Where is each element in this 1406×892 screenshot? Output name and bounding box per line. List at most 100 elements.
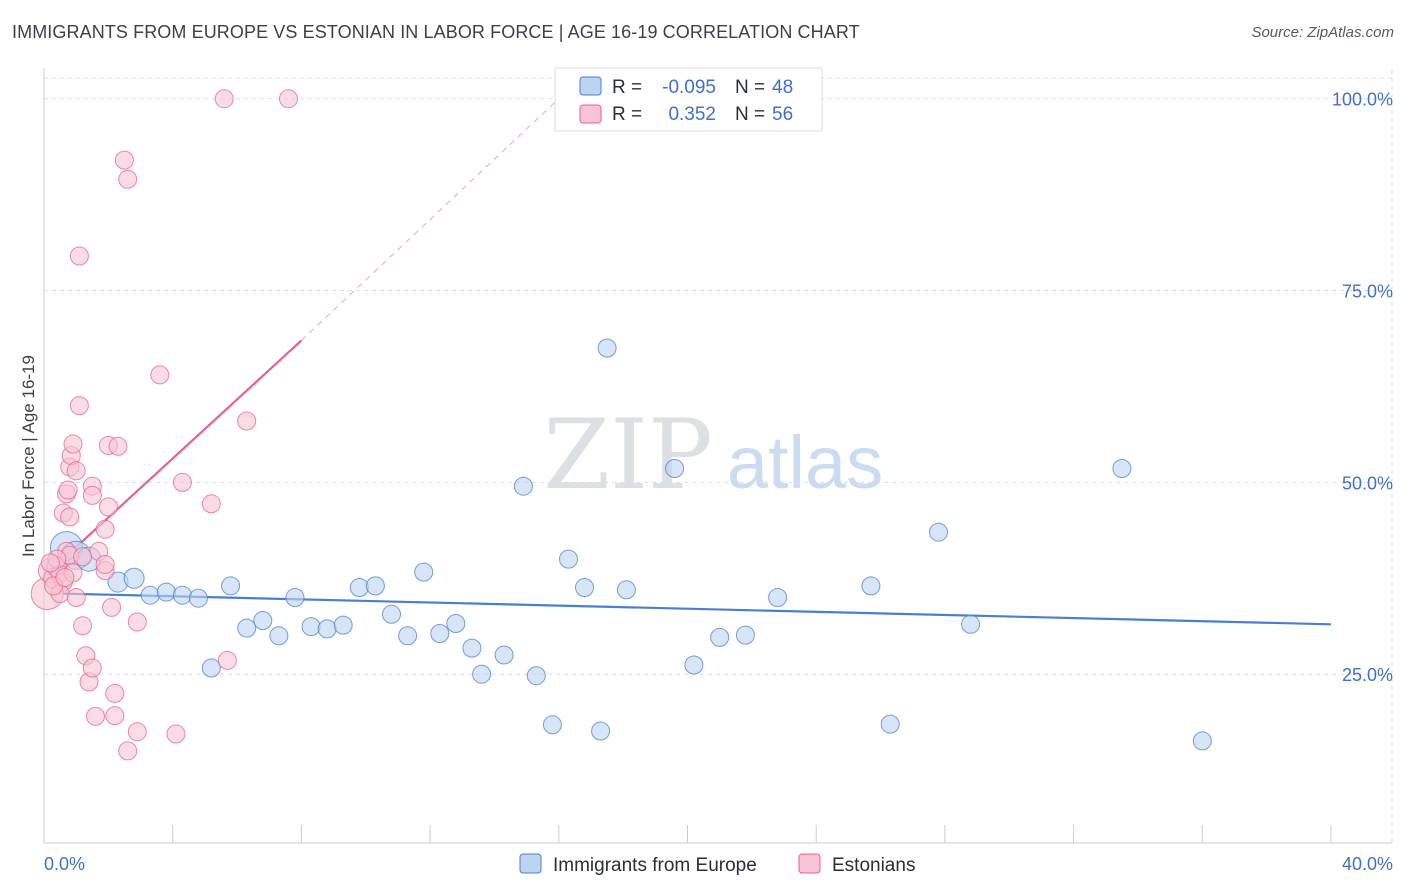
point-series1-39 xyxy=(118,741,138,761)
x-tick-label-0: 0.0% xyxy=(44,854,85,874)
tick-labels: 25.0% 50.0% 75.0% 100.0% 0.0% 40.0% xyxy=(44,90,1393,874)
point-series0-16 xyxy=(317,619,337,639)
point-series1-49 xyxy=(279,89,298,109)
legend-n-label-blue: N = xyxy=(735,77,765,98)
point-series1-53 xyxy=(73,547,93,567)
trend-extension-series1 xyxy=(301,98,560,341)
point-series0-17 xyxy=(333,615,353,635)
point-series0-14 xyxy=(285,588,305,607)
point-series0-21 xyxy=(398,626,418,646)
point-series0-13 xyxy=(269,626,289,646)
point-series1-45 xyxy=(201,494,221,514)
point-series0-46 xyxy=(1192,731,1212,751)
point-series0-34 xyxy=(597,338,617,358)
point-series0-22 xyxy=(414,562,434,582)
point-series0-44 xyxy=(961,614,981,634)
point-series0-27 xyxy=(494,645,514,665)
point-series0-33 xyxy=(591,721,611,741)
legend-n-value-pink: 56 xyxy=(772,104,793,125)
point-series1-33 xyxy=(102,597,122,617)
grid-lines xyxy=(44,70,1393,843)
series-legend-label-europe: Immigrants from Europe xyxy=(553,855,757,876)
y-tick-label-2: 75.0% xyxy=(1342,282,1393,302)
point-series1-41 xyxy=(127,612,147,632)
x-tick-label-1: 40.0% xyxy=(1342,854,1393,874)
point-series1-37 xyxy=(114,150,134,170)
watermark-zip: ZIP xyxy=(543,399,712,511)
point-series0-31 xyxy=(559,549,578,569)
legend-swatch-pink xyxy=(579,104,602,124)
point-series0-9 xyxy=(201,658,221,678)
point-series1-34 xyxy=(105,706,125,726)
y-axis-label: In Labor Force | Age 16-19 xyxy=(19,355,38,557)
point-series0-39 xyxy=(735,625,755,645)
point-series0-10 xyxy=(221,576,241,596)
point-series1-48 xyxy=(237,411,257,431)
data-points xyxy=(30,89,1212,761)
point-series0-28 xyxy=(513,476,533,496)
point-series1-46 xyxy=(217,650,237,670)
point-series1-54 xyxy=(40,553,60,573)
point-series1-30 xyxy=(95,519,115,539)
point-series0-12 xyxy=(253,611,273,630)
point-series0-23 xyxy=(430,624,450,643)
series-legend-swatch-europe xyxy=(519,853,542,874)
point-series1-19 xyxy=(69,396,89,416)
legend-n-label-pink: N = xyxy=(735,104,765,125)
point-series1-23 xyxy=(82,658,102,678)
point-series1-47 xyxy=(214,89,234,109)
point-series0-7 xyxy=(172,585,192,605)
point-series0-15 xyxy=(301,617,321,637)
point-series0-35 xyxy=(616,580,636,600)
point-series0-40 xyxy=(768,588,788,607)
trend-line-series0 xyxy=(63,592,1332,626)
point-series1-25 xyxy=(82,485,102,505)
point-series1-38 xyxy=(118,169,138,189)
point-series0-18 xyxy=(349,578,369,597)
watermark-atlas: atlas xyxy=(727,421,883,504)
point-series0-5 xyxy=(140,585,160,605)
legend-r-value-pink: 0.352 xyxy=(668,104,716,125)
point-series1-20 xyxy=(73,616,93,636)
point-series0-19 xyxy=(365,576,385,596)
point-series0-37 xyxy=(684,655,704,675)
point-series0-6 xyxy=(156,582,176,602)
point-series0-25 xyxy=(462,638,482,658)
point-series1-44 xyxy=(172,472,192,492)
point-series1-55 xyxy=(55,568,75,587)
point-series1-16 xyxy=(66,461,86,481)
point-series0-11 xyxy=(237,618,257,638)
point-series1-26 xyxy=(86,706,105,726)
point-series1-43 xyxy=(166,724,186,744)
trend-lines xyxy=(49,98,1332,626)
point-series0-43 xyxy=(929,522,948,542)
point-series0-42 xyxy=(880,714,900,734)
watermark: ZIP atlas xyxy=(543,399,883,511)
point-series1-31 xyxy=(98,497,118,517)
point-series0-8 xyxy=(188,588,208,608)
point-series1-40 xyxy=(127,722,147,742)
point-series1-35 xyxy=(105,683,125,703)
chart-title: IMMIGRANTS FROM EUROPE VS ESTONIAN IN LA… xyxy=(12,22,860,42)
trend-line-series1 xyxy=(49,339,303,572)
legend-r-value-blue: -0.095 xyxy=(662,77,716,98)
point-series0-30 xyxy=(542,715,562,735)
legend-r-label-pink: R = xyxy=(612,104,642,125)
series-legend-swatch-estonians xyxy=(798,853,821,874)
correlation-legend: R = -0.095 N = 48 R = 0.352 N = 56 xyxy=(554,67,823,132)
point-series0-32 xyxy=(575,578,594,597)
y-tick-label-3: 100.0% xyxy=(1332,90,1393,110)
point-series0-38 xyxy=(710,627,730,647)
legend-swatch-blue xyxy=(579,76,602,96)
chart-source: Source: ZipAtlas.com xyxy=(1251,24,1394,41)
point-series1-29 xyxy=(95,555,115,574)
point-series1-17 xyxy=(66,588,86,607)
axes xyxy=(43,68,1392,844)
point-series0-45 xyxy=(1112,459,1132,478)
series-legend-label-estonians: Estonians xyxy=(832,855,915,876)
point-series0-26 xyxy=(472,664,492,684)
point-series0-4 xyxy=(123,567,145,589)
point-series0-20 xyxy=(382,604,401,624)
point-series1-36 xyxy=(108,436,128,456)
